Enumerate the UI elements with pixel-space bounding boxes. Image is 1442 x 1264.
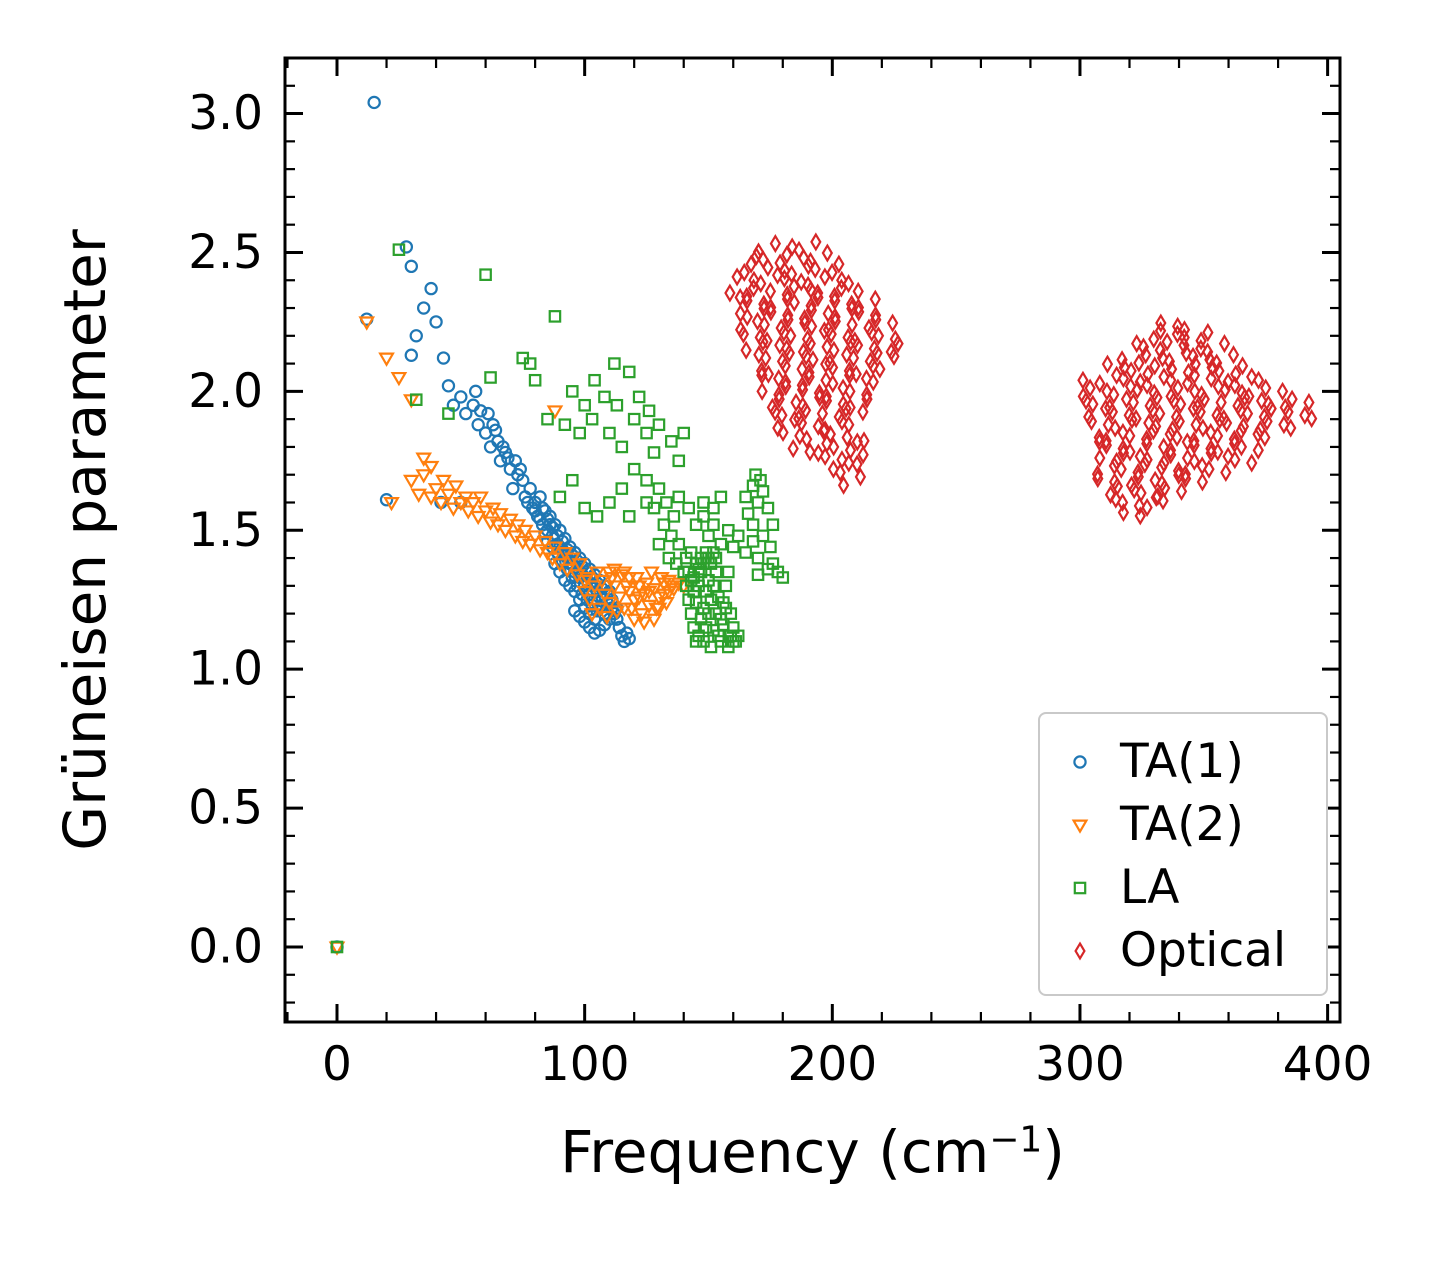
series-Optical [724,232,1318,526]
legend-entry-optical: Optical [1040,919,1326,982]
legend-entry-la: LA [1040,856,1326,919]
svg-text:0: 0 [322,1037,352,1092]
x-axis-label-superscript: −1 [989,1119,1043,1161]
svg-text:1.5: 1.5 [188,503,263,558]
svg-text:2.5: 2.5 [188,225,263,280]
y-axis-label: Grüneisen parameter [51,229,119,851]
series-TA(1) [330,95,636,954]
svg-text:100: 100 [540,1037,630,1092]
x-axis-label-text: Frequency (cm [560,1118,990,1186]
legend: TA(1) TA(2) LA Optical [1038,712,1328,996]
svg-text:300: 300 [1035,1037,1125,1092]
diamond-marker-icon [1062,933,1098,969]
legend-label-ta1: TA(1) [1120,734,1244,789]
svg-text:1.0: 1.0 [188,642,263,697]
axes-frame [283,56,1342,1024]
triangle-down-marker-icon [1062,807,1098,843]
square-marker-icon [1062,870,1098,906]
legend-entry-ta1: TA(1) [1040,730,1326,793]
x-ticks: 0 100 200 300 400 [286,58,1373,1092]
circle-marker-icon [1062,744,1098,780]
legend-label-optical: Optical [1120,923,1287,978]
svg-text:0.5: 0.5 [188,781,263,836]
legend-label-ta2: TA(2) [1120,797,1244,852]
svg-text:0.0: 0.0 [188,919,263,974]
legend-label-la: LA [1120,860,1180,915]
svg-text:200: 200 [787,1037,877,1092]
svg-text:2.0: 2.0 [188,364,263,419]
x-axis-label: Frequency (cm−1) [285,1118,1340,1186]
svg-text:3.0: 3.0 [188,86,263,141]
x-axis-label-suffix: ) [1042,1118,1065,1186]
svg-text:400: 400 [1283,1037,1373,1092]
legend-entry-ta2: TA(2) [1040,793,1326,856]
series-LA [330,243,790,954]
